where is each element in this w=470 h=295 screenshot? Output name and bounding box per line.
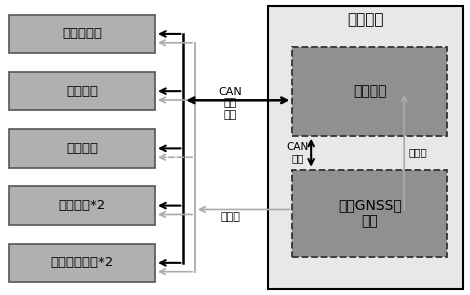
Text: 高分辨相机: 高分辨相机 — [62, 27, 102, 40]
Text: 计算单元: 计算单元 — [353, 84, 387, 99]
FancyBboxPatch shape — [292, 47, 447, 136]
FancyBboxPatch shape — [9, 244, 155, 282]
FancyBboxPatch shape — [9, 129, 155, 168]
Text: 综电单机: 综电单机 — [347, 12, 384, 27]
Text: 星敏感器*2: 星敏感器*2 — [59, 199, 106, 212]
FancyBboxPatch shape — [268, 6, 463, 289]
Text: 双频GNSS接
收机: 双频GNSS接 收机 — [338, 198, 402, 228]
FancyBboxPatch shape — [292, 170, 447, 257]
Text: CAN
时间
广播: CAN 时间 广播 — [219, 87, 242, 120]
Text: CAN
时间: CAN 时间 — [287, 142, 309, 163]
FancyBboxPatch shape — [9, 15, 155, 53]
Text: 秒脉冲: 秒脉冲 — [409, 147, 428, 157]
FancyBboxPatch shape — [9, 72, 155, 110]
Text: 高精度星相机*2: 高精度星相机*2 — [51, 256, 114, 269]
FancyBboxPatch shape — [9, 186, 155, 225]
Text: 秒脉冲: 秒脉冲 — [220, 212, 240, 222]
Text: 测振陀螺: 测振陀螺 — [66, 85, 98, 98]
Text: 光纤陀螺: 光纤陀螺 — [66, 142, 98, 155]
